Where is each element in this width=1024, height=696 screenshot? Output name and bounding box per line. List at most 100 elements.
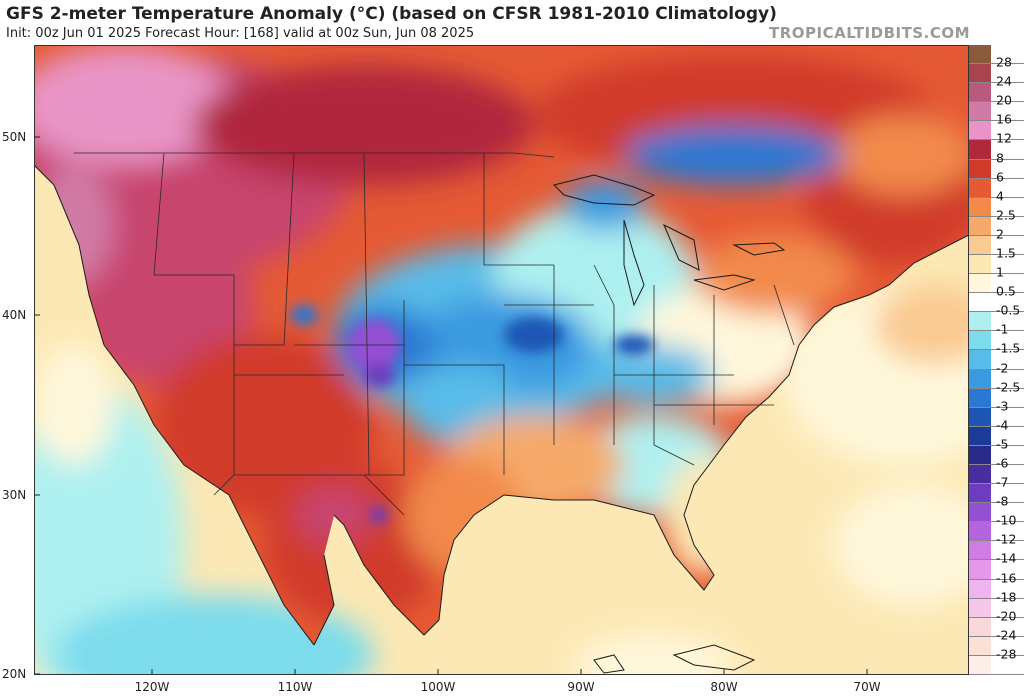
lon-label-120w: 120W bbox=[134, 680, 170, 694]
legend-row: -7 bbox=[969, 465, 1024, 490]
legend-row: -5 bbox=[969, 426, 1024, 451]
legend-label: 20 bbox=[996, 92, 1012, 108]
legend-label: 24 bbox=[996, 73, 1012, 89]
lat-label-50n: 50N bbox=[2, 130, 27, 144]
legend-row: 16 bbox=[969, 102, 1024, 127]
legend-row: -18 bbox=[969, 579, 1024, 604]
legend-row: 1 bbox=[969, 255, 1024, 280]
legend-label: 0.5 bbox=[996, 283, 1016, 299]
legend-row: 8 bbox=[969, 140, 1024, 165]
legend-swatch bbox=[969, 197, 991, 216]
legend-row: -2 bbox=[969, 350, 1024, 375]
legend-label: -7 bbox=[996, 474, 1009, 490]
legend-row: 2 bbox=[969, 216, 1024, 241]
legend-label: -4 bbox=[996, 417, 1009, 433]
legend-swatch bbox=[969, 445, 991, 464]
legend-row: 0.5 bbox=[969, 274, 1024, 299]
lon-label-100w: 100W bbox=[420, 680, 456, 694]
legend-label: 8 bbox=[996, 150, 1004, 166]
legend-row: -6 bbox=[969, 445, 1024, 470]
legend-label: -28 bbox=[996, 646, 1017, 662]
legend-swatch bbox=[969, 636, 991, 655]
legend-swatch bbox=[969, 541, 991, 560]
legend-label: 28 bbox=[996, 54, 1012, 70]
color-legend: 28 24 20 16 12 8 6 4 2.5 2 1.5 1 0.5 -0.5 -1 -1.5 -2 -2.5… bbox=[969, 45, 1024, 675]
source-credit: TROPICALTIDBITS.COM bbox=[769, 24, 970, 42]
lon-label-110w: 110W bbox=[277, 680, 313, 694]
legend-row: 20 bbox=[969, 83, 1024, 108]
legend-swatch bbox=[969, 45, 991, 64]
legend-swatch bbox=[969, 369, 991, 388]
legend-label: -16 bbox=[996, 570, 1017, 586]
legend-swatch bbox=[969, 121, 991, 140]
legend-label: 2 bbox=[996, 226, 1004, 242]
legend-swatch bbox=[969, 655, 991, 674]
legend-row: -24 bbox=[969, 617, 1024, 642]
legend-swatch bbox=[969, 255, 991, 274]
legend-label: -5 bbox=[996, 436, 1009, 452]
legend-swatch bbox=[969, 503, 991, 522]
legend-row: -3 bbox=[969, 388, 1024, 413]
legend-swatch bbox=[969, 293, 991, 312]
legend-row: -2.5 bbox=[969, 369, 1024, 394]
legend-label: -14 bbox=[996, 550, 1017, 566]
legend-label: -6 bbox=[996, 455, 1009, 471]
map-frame bbox=[34, 45, 969, 675]
map-title: GFS 2-meter Temperature Anomaly (°C) (ba… bbox=[6, 4, 777, 24]
legend-row: 1.5 bbox=[969, 235, 1024, 260]
legend-swatch bbox=[969, 350, 991, 369]
legend-row: -0.5 bbox=[969, 293, 1024, 318]
legend-label: -1.5 bbox=[996, 340, 1021, 356]
legend-row: 4 bbox=[969, 178, 1024, 203]
legend-swatch bbox=[969, 140, 991, 159]
legend-label: -20 bbox=[996, 608, 1017, 624]
lat-label-30n: 30N bbox=[2, 488, 27, 502]
legend-label: -0.5 bbox=[996, 302, 1021, 318]
legend-row: -28 bbox=[969, 636, 1024, 661]
legend-swatch bbox=[969, 617, 991, 636]
legend-swatch bbox=[969, 312, 991, 331]
legend-label: 16 bbox=[996, 111, 1012, 127]
legend-row: -4 bbox=[969, 407, 1024, 432]
legend-swatch bbox=[969, 83, 991, 102]
legend-swatch bbox=[969, 235, 991, 254]
legend-label: -10 bbox=[996, 512, 1017, 528]
legend-label: -8 bbox=[996, 493, 1009, 509]
legend-swatch bbox=[969, 159, 991, 178]
legend-swatch bbox=[969, 522, 991, 541]
legend-row: 2.5 bbox=[969, 197, 1024, 222]
legend-label: 6 bbox=[996, 169, 1004, 185]
legend-row: -1 bbox=[969, 312, 1024, 337]
legend-swatch bbox=[969, 407, 991, 426]
legend-label: -18 bbox=[996, 589, 1017, 605]
legend-row: -1.5 bbox=[969, 331, 1024, 356]
legend-swatch bbox=[969, 331, 991, 350]
legend-row: 24 bbox=[969, 64, 1024, 89]
legend-label: -2 bbox=[996, 360, 1009, 376]
legend-row: 6 bbox=[969, 159, 1024, 184]
legend-row: -14 bbox=[969, 541, 1024, 566]
legend-row: -12 bbox=[969, 522, 1024, 547]
anomaly-map bbox=[34, 45, 969, 675]
lon-label-80w: 80W bbox=[710, 680, 738, 694]
legend-swatch bbox=[969, 560, 991, 579]
legend-label: -24 bbox=[996, 627, 1017, 643]
forecast-info: Init: 00z Jun 01 2025 Forecast Hour: [16… bbox=[6, 26, 475, 41]
legend-label: 4 bbox=[996, 188, 1004, 204]
legend-swatch bbox=[969, 102, 991, 121]
legend-label: 1.5 bbox=[996, 245, 1016, 261]
legend-swatch bbox=[969, 579, 991, 598]
legend-swatch bbox=[969, 484, 991, 503]
legend-row: -10 bbox=[969, 503, 1024, 528]
political-borders bbox=[74, 152, 795, 516]
legend-swatch bbox=[969, 216, 991, 235]
legend-label: -12 bbox=[996, 531, 1017, 547]
legend-label: 2.5 bbox=[996, 207, 1016, 223]
coastlines bbox=[34, 164, 969, 674]
lat-label-40n: 40N bbox=[2, 308, 27, 322]
lon-label-70w: 70W bbox=[853, 680, 881, 694]
lon-label-90w: 90W bbox=[567, 680, 595, 694]
legend-row: 12 bbox=[969, 121, 1024, 146]
legend-swatch bbox=[969, 64, 991, 83]
legend-row: -8 bbox=[969, 484, 1024, 509]
